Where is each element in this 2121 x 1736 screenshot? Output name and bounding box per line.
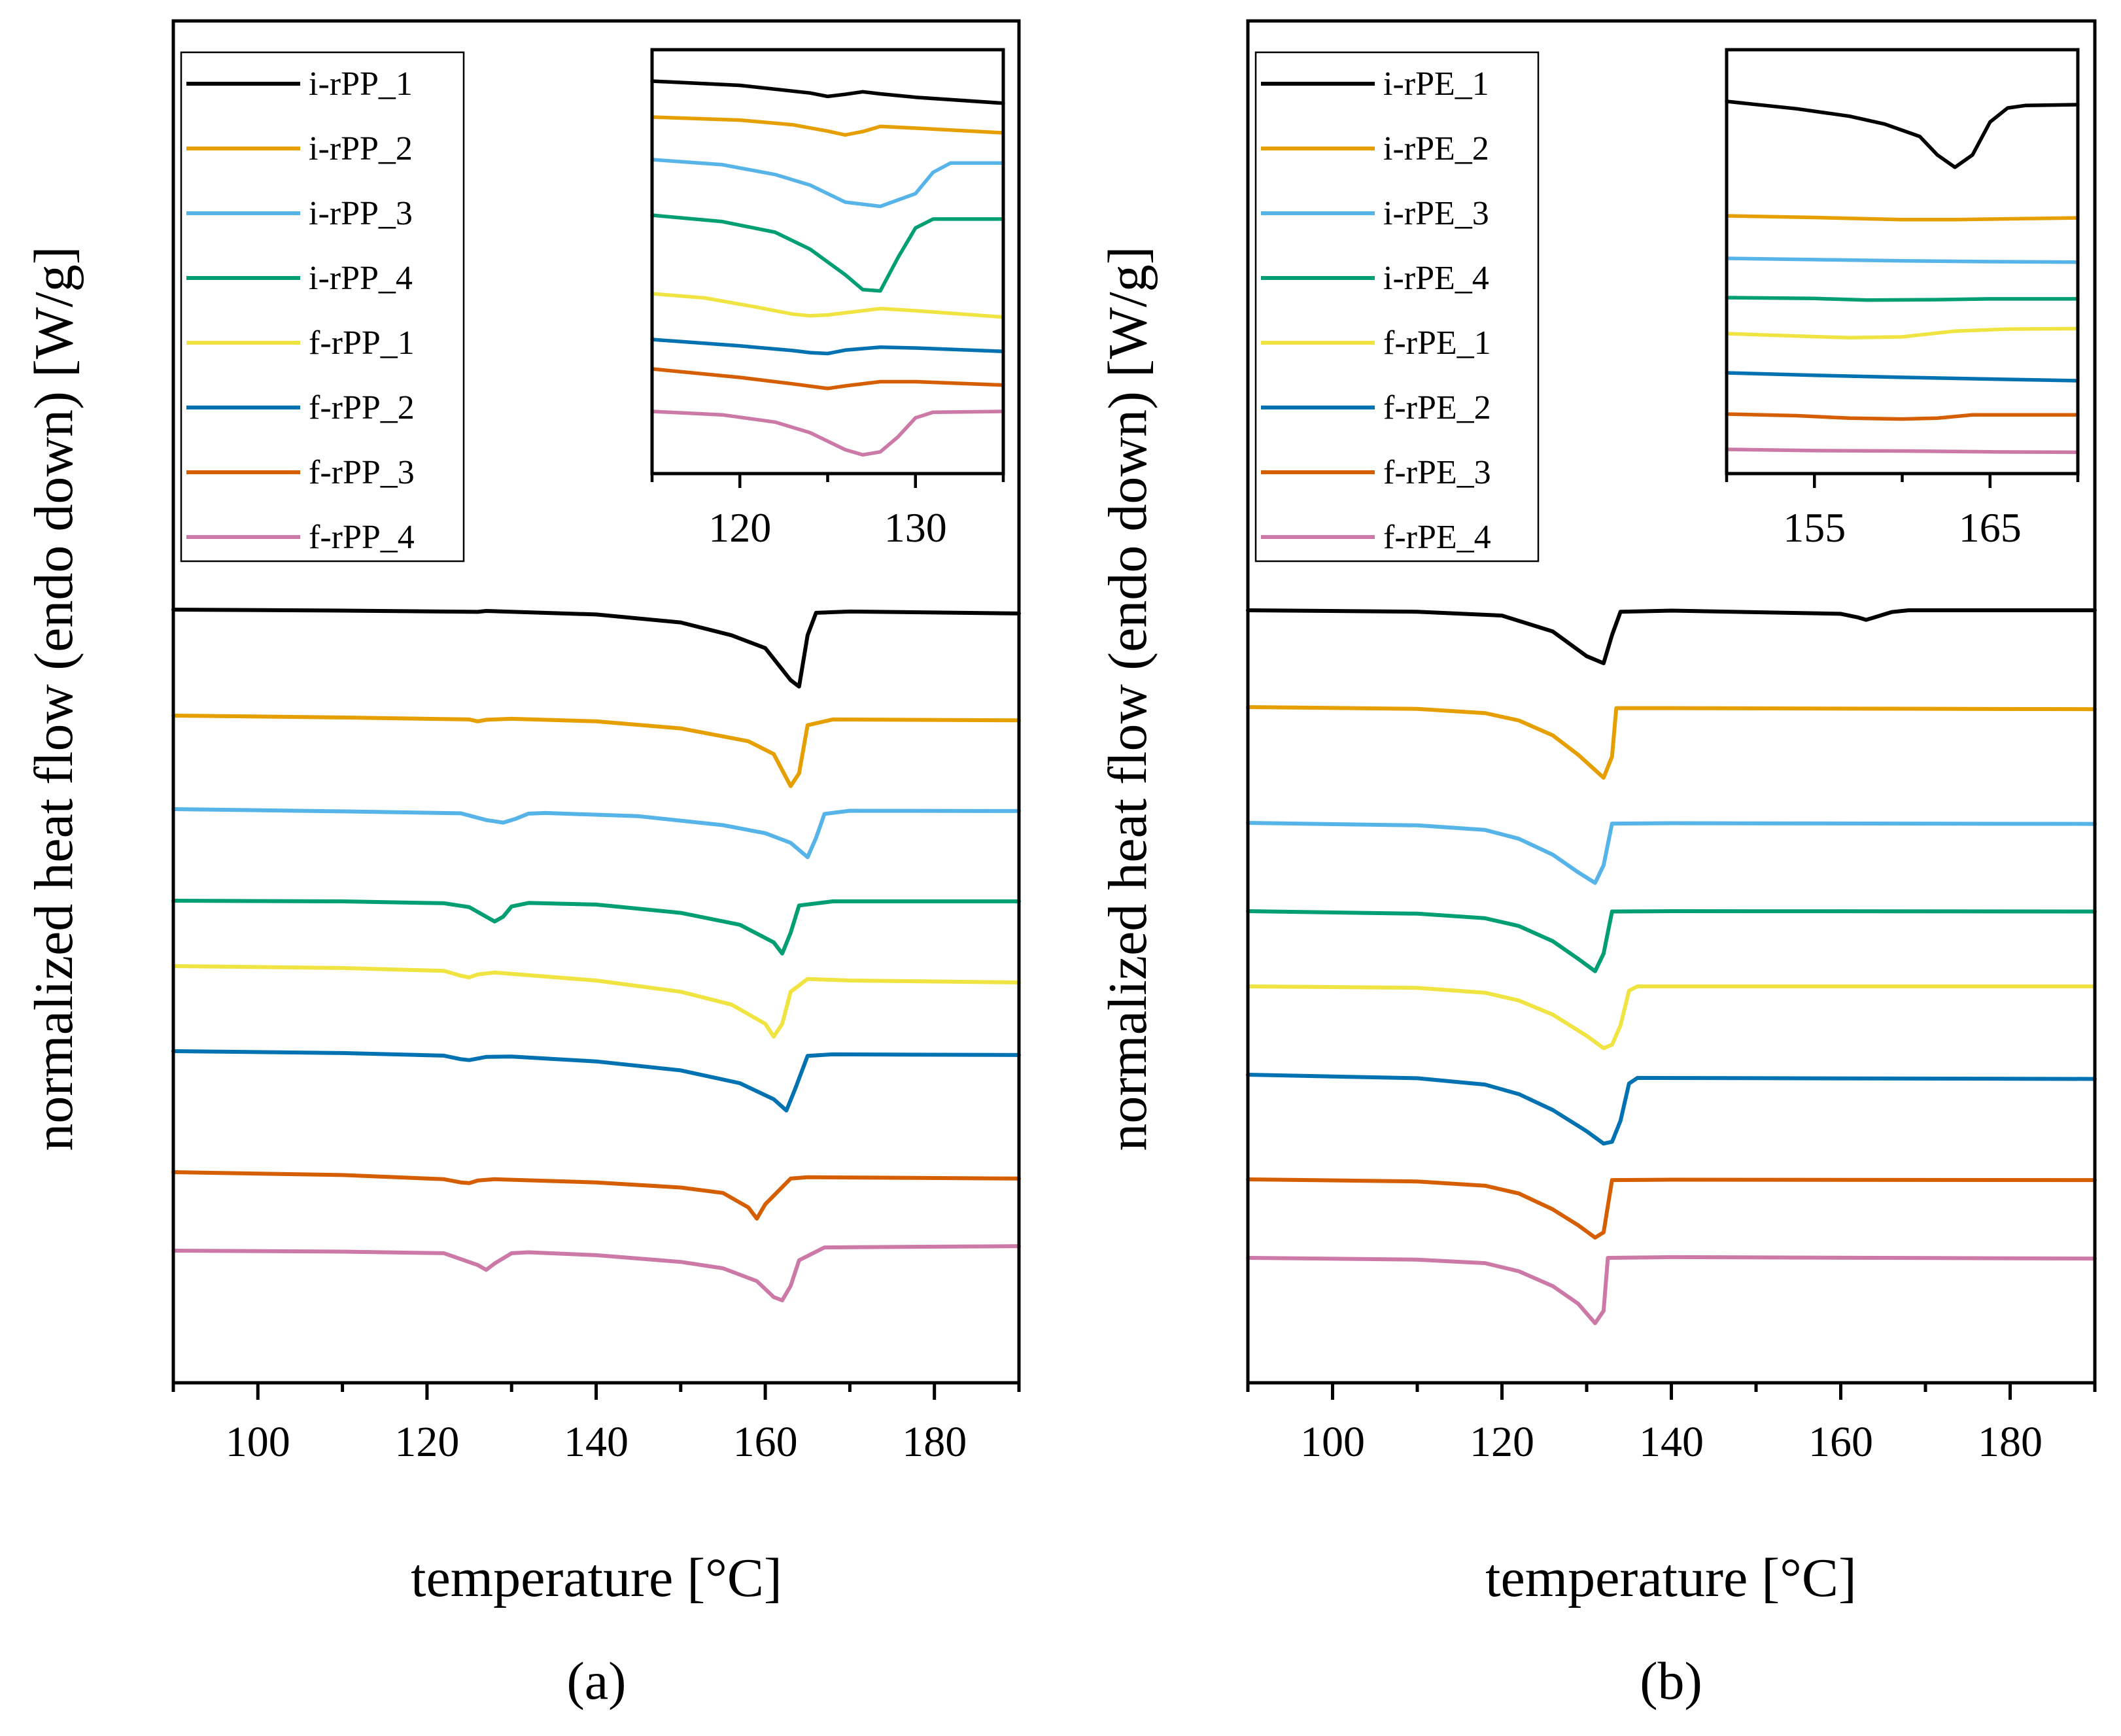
legend-label-i-rPP_4: i-rPP_4	[309, 260, 413, 297]
series-line-f-rPP_2	[171, 1049, 1021, 1113]
inset-x-tick-label: 120	[708, 504, 771, 551]
inset-series-line-f-rPP_2	[650, 338, 1005, 356]
inset-x-tick-label: 130	[884, 504, 947, 551]
legend-label-f-rPP_3: f-rPP_3	[309, 454, 415, 491]
series-line-i-rPP_2	[171, 714, 1021, 788]
panel-a-label: (a)	[566, 1651, 626, 1710]
x-tick-label: 160	[1808, 1418, 1873, 1466]
panel-b-ylabel: normalized heat flow (endo down) [W/g]	[1097, 246, 1158, 1151]
inset-series-line-f-rPE_2	[1725, 371, 2080, 383]
legend-label-i-rPP_1: i-rPP_1	[309, 65, 413, 103]
inset-series-line-i-rPE_1	[1725, 99, 2080, 169]
series-line-i-rPE_1	[1246, 608, 2097, 665]
inset-series-line-f-rPP_1	[650, 292, 1005, 319]
x-tick-label: 100	[226, 1418, 290, 1466]
series-line-i-rPE_4	[1246, 909, 2097, 973]
legend-label-f-rPP_1: f-rPP_1	[309, 324, 415, 362]
panel-a-chart: normalized heat flow (endo down) [W/g] 1…	[24, 19, 1021, 1710]
inset-series-line-i-rPP_1	[650, 79, 1005, 105]
x-tick-label: 180	[1978, 1418, 2043, 1466]
panel-b-label: (b)	[1640, 1651, 1702, 1710]
legend-label-i-rPP_3: i-rPP_3	[309, 195, 413, 232]
x-tick-label: 120	[394, 1418, 459, 1466]
inset-series-line-f-rPE_4	[1725, 447, 2080, 455]
x-tick-label: 140	[564, 1418, 629, 1466]
legend-label-i-rPP_2: i-rPP_2	[309, 130, 413, 167]
legend-label-i-rPE_1: i-rPE_1	[1383, 65, 1489, 103]
series-line-i-rPP_3	[171, 807, 1021, 859]
inset-series-line-f-rPP_3	[650, 367, 1005, 391]
inset-series-line-i-rPE_2	[1725, 214, 2080, 222]
series-line-f-rPE_4	[1246, 1255, 2097, 1325]
inset-series-line-i-rPE_3	[1725, 256, 2080, 264]
x-tick-label: 100	[1300, 1418, 1365, 1466]
inset-series-line-i-rPP_2	[650, 115, 1005, 137]
legend-label-i-rPE_3: i-rPE_3	[1383, 195, 1489, 232]
x-tick-label: 180	[902, 1418, 967, 1466]
panel-b-chart: normalized heat flow (endo down) [W/g] 1…	[1097, 19, 2097, 1710]
inset-series-line-f-rPE_1	[1725, 326, 2080, 340]
series-line-f-rPE_3	[1246, 1177, 2097, 1240]
series-line-i-rPE_3	[1246, 821, 2097, 885]
series-line-i-rPP_4	[171, 899, 1021, 956]
inset-x-tick-label: 155	[1783, 504, 1846, 551]
panel-b-legend: i-rPE_1 i-rPE_2 i-rPE_3 i-rPE_4 f-rPE_1 f-rPE…	[1254, 51, 1540, 563]
series-line-f-rPP_1	[171, 964, 1021, 1039]
legend-label-i-rPE_4: i-rPE_4	[1383, 260, 1489, 297]
x-tick-label: 140	[1639, 1418, 1704, 1466]
panel-a-legend: i-rPP_1 i-rPP_2 i-rPP_3 i-rPP_4 f-rPP_1 f-rPP…	[180, 51, 465, 563]
inset-x-tick-label: 165	[1959, 504, 2022, 551]
series-line-i-rPE_2	[1246, 705, 2097, 780]
x-tick-label: 160	[733, 1418, 798, 1466]
series-line-f-rPE_1	[1246, 984, 2097, 1050]
legend-label-f-rPE_3: f-rPE_3	[1383, 454, 1491, 491]
panel-b-inset: 155 165	[1725, 48, 2080, 551]
inset-series-line-i-rPP_4	[650, 213, 1005, 293]
legend-label-f-rPP_4: f-rPP_4	[309, 519, 415, 556]
x-tick-label: 120	[1470, 1418, 1534, 1466]
inset-series-line-i-rPE_4	[1725, 296, 2080, 302]
legend-label-i-rPE_2: i-rPE_2	[1383, 130, 1489, 167]
legend-label-f-rPE_1: f-rPE_1	[1383, 324, 1491, 362]
panel-b-xlabel: temperature [°C]	[1485, 1548, 1857, 1608]
legend-label-f-rPE_4: f-rPE_4	[1383, 519, 1491, 556]
series-line-f-rPP_4	[171, 1244, 1021, 1302]
series-line-i-rPP_1	[171, 608, 1021, 689]
series-line-f-rPP_3	[171, 1170, 1021, 1221]
legend-label-f-rPE_2: f-rPE_2	[1383, 389, 1491, 426]
panel-a-ylabel: normalized heat flow (endo down) [W/g]	[24, 246, 84, 1151]
series-line-f-rPE_2	[1246, 1073, 2097, 1146]
panel-a-inset: 120 130	[650, 48, 1005, 551]
inset-series-line-i-rPP_3	[650, 158, 1005, 209]
panel-a-xlabel: temperature [°C]	[411, 1548, 782, 1608]
inset-series-line-f-rPP_4	[650, 409, 1005, 457]
legend-label-f-rPP_2: f-rPP_2	[309, 389, 415, 426]
inset-series-line-f-rPE_3	[1725, 412, 2080, 421]
